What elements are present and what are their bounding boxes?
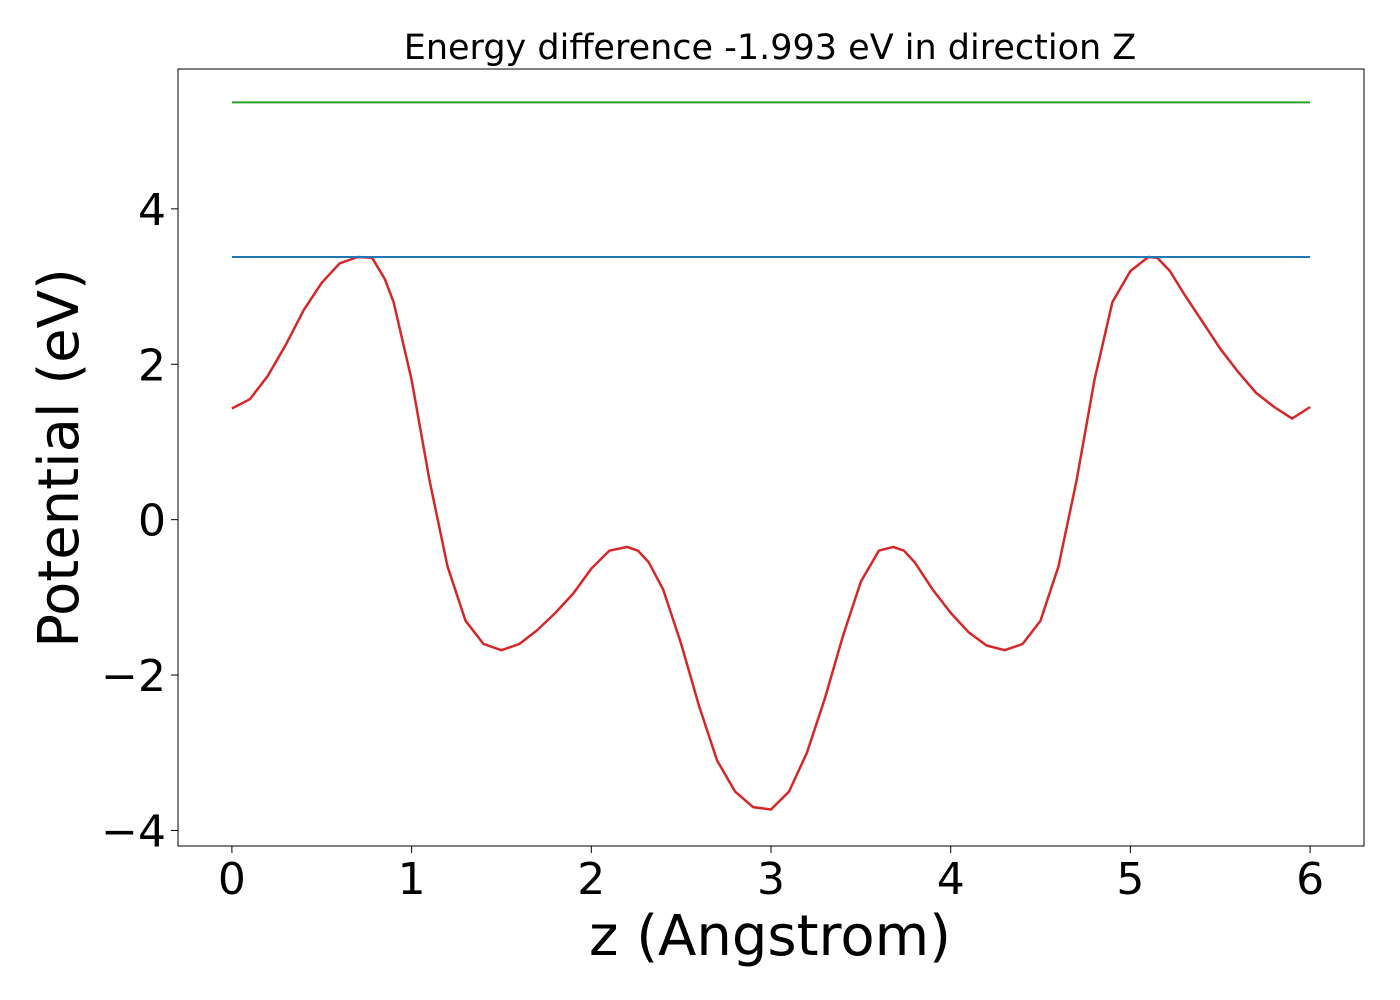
series-line-0 — [231, 255, 1311, 811]
chart-title: Energy difference -1.993 eV in direction… — [404, 28, 1137, 68]
x-axis-label: z (Angstrom) — [589, 904, 951, 969]
x-tick-label: 6 — [1296, 854, 1324, 905]
y-tick-label: −4 — [101, 806, 166, 857]
y-tick-label: −2 — [101, 651, 166, 702]
y-axis-label: Potential (eV) — [27, 268, 92, 648]
x-tick-label: 5 — [1116, 854, 1144, 905]
x-tick-label: 1 — [398, 854, 426, 905]
y-tick-label: 2 — [138, 340, 166, 391]
plot-area-frame — [177, 68, 1365, 847]
x-tick-label: 2 — [577, 854, 605, 905]
tick-layer: 0 1 2 3 4 5 6 −4 −2 0 2 4 — [101, 185, 1324, 905]
series-layer — [231, 101, 1311, 811]
y-tick-label: 0 — [138, 496, 166, 547]
x-tick-label: 4 — [937, 854, 965, 905]
y-tick-label: 4 — [138, 185, 166, 236]
x-tick-label: 0 — [218, 854, 246, 905]
x-tick-label: 3 — [757, 854, 785, 905]
